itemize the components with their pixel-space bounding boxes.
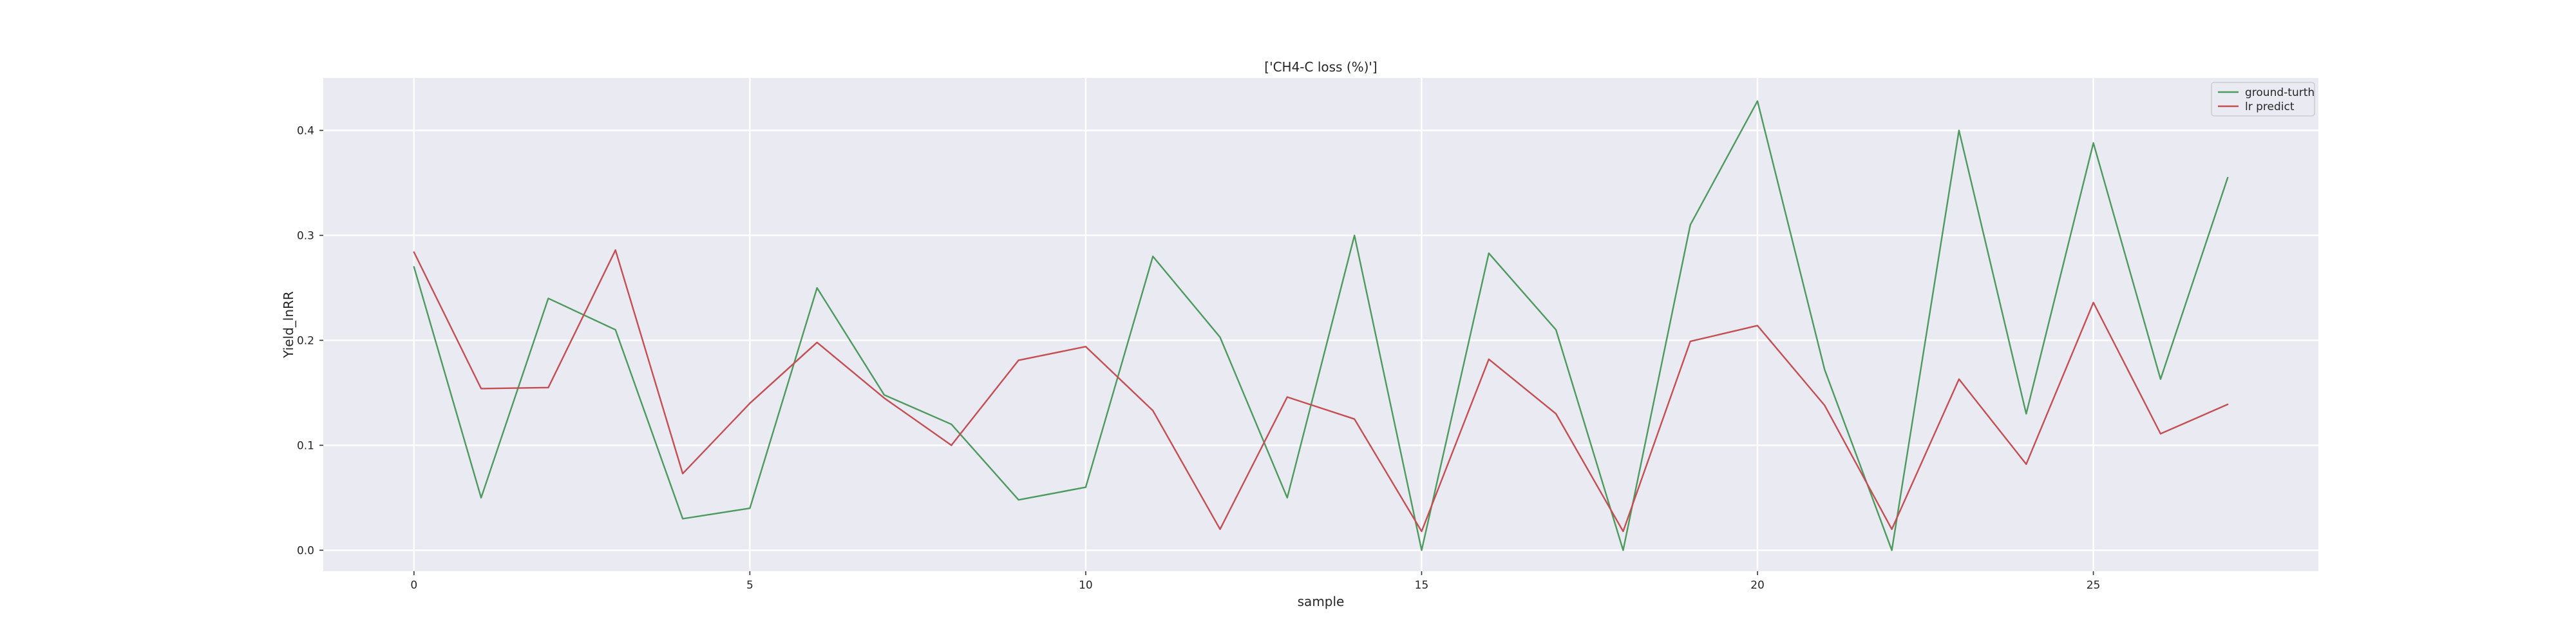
x-tick-label: 10 — [1079, 579, 1093, 592]
y-tick-label: 0.2 — [297, 334, 314, 347]
x-tick-label: 20 — [1750, 579, 1765, 592]
legend: ground-turth lr predict — [2211, 82, 2315, 117]
y-axis-title: Yield_lnRR — [281, 291, 296, 359]
series-line-lr-predict — [413, 249, 2229, 533]
legend-label-ground-turth: ground-turth — [2245, 86, 2315, 99]
y-tick-label: 0.4 — [297, 124, 314, 137]
y-tick-label: 0.0 — [297, 544, 314, 557]
x-tick-label: 0 — [410, 579, 417, 592]
x-tick-label: 5 — [746, 579, 753, 592]
chart-title: ['CH4-C loss (%)'] — [1264, 59, 1377, 75]
legend-box — [2211, 82, 2315, 117]
y-tick-label: 0.3 — [297, 229, 314, 242]
axis-ticks: 0 5 10 15 20 25 0.0 0.1 0.2 0.3 0.4 — [297, 124, 2100, 592]
plot-area-background — [323, 78, 2318, 571]
data-series — [413, 100, 2229, 551]
series-line-ground-turth — [413, 100, 2229, 551]
gridlines — [323, 78, 2318, 571]
x-tick-label: 15 — [1415, 579, 1429, 592]
legend-label-lr-predict: lr predict — [2245, 100, 2295, 113]
x-tick-label: 25 — [2087, 579, 2101, 592]
x-axis-title: sample — [1298, 594, 1345, 609]
y-tick-label: 0.1 — [297, 439, 314, 452]
